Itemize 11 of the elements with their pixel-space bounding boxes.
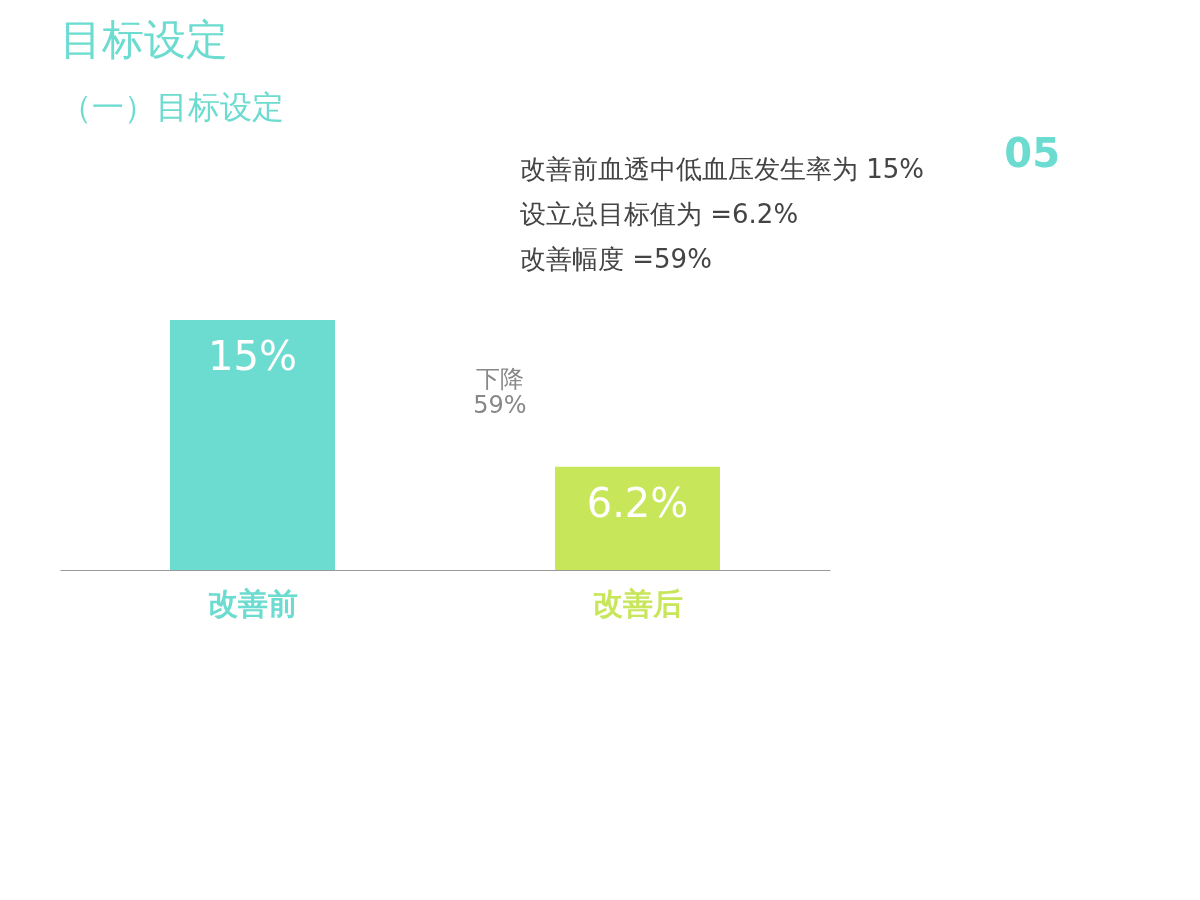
text: 改善前血透中低血压发生率为 15% [520, 154, 925, 184]
text: 05 [1004, 130, 1060, 176]
text: 改善幅度 =59% [520, 244, 712, 274]
data-label: 15% [208, 333, 297, 379]
chart-subtitle: （一）目标设定 [60, 88, 284, 126]
chart-title: 目标设定 [60, 15, 228, 64]
text: 设立总目标值为 =6.2% [520, 199, 799, 229]
x-tick-label: 改善前 [207, 586, 298, 621]
annotation: 下降 59% [473, 365, 527, 419]
data-label: 6.2% [586, 479, 689, 526]
x-tick-label: 改善后 [592, 586, 683, 621]
